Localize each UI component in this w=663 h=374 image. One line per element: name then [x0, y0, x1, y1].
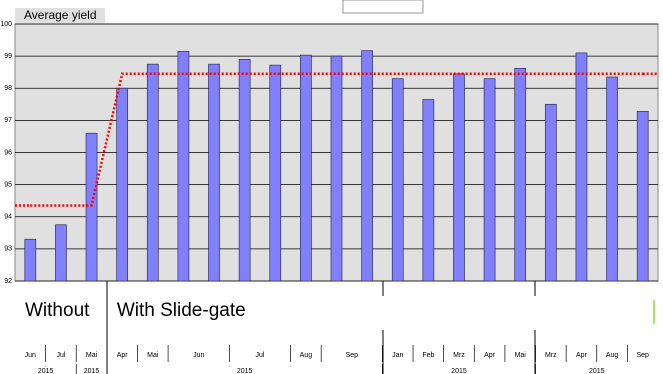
bar [636, 111, 649, 282]
year-label: 2015 [589, 368, 605, 374]
bar [238, 58, 251, 282]
y-tick-label: 95 [4, 181, 12, 188]
bar [208, 63, 220, 282]
y-tick-label: 96 [4, 149, 12, 156]
y-tick-label: 97 [4, 117, 12, 124]
y-tick-label: 92 [4, 278, 12, 285]
bar [300, 54, 312, 282]
month-label: Apr [117, 352, 129, 359]
bar [24, 238, 37, 282]
top-box [342, 0, 424, 14]
bar [116, 87, 129, 282]
month-label: Jan [392, 352, 403, 359]
month-label: Mai [515, 352, 527, 359]
bar [146, 63, 159, 282]
bar [391, 78, 404, 282]
month-label: Jun [25, 352, 36, 359]
bar [575, 52, 588, 282]
bar [85, 132, 98, 282]
bar [453, 73, 465, 282]
month-label: Feb [422, 352, 434, 359]
bar [544, 103, 557, 282]
y-tick-label: 100 [0, 21, 12, 28]
y-tick-label: 98 [4, 85, 12, 92]
month-label: Mrz [453, 352, 465, 359]
month-label: Apr [484, 352, 496, 359]
bar [269, 64, 282, 282]
month-label: Sep [346, 352, 359, 359]
y-tick-label: 94 [4, 214, 12, 221]
bar [606, 76, 618, 282]
title-tab [15, 8, 105, 24]
bar [330, 55, 343, 282]
bar [361, 50, 373, 282]
month-label: Jul [255, 352, 264, 359]
year-label: 2015 [451, 368, 467, 374]
group-label: Without [25, 300, 90, 321]
month-label: Jul [56, 352, 65, 359]
bar [177, 50, 190, 282]
month-label: Aug [300, 352, 313, 359]
group-label: With Slide-gate [117, 300, 246, 321]
y-tick-label: 99 [4, 53, 12, 60]
y-tick-label: 93 [4, 246, 12, 253]
bar [422, 99, 435, 282]
month-label: Jun [193, 352, 204, 359]
month-label: Mrz [545, 352, 557, 359]
month-label: Apr [576, 352, 588, 359]
bar [514, 67, 527, 282]
bar [55, 224, 67, 282]
year-label: 2015 [38, 368, 54, 374]
month-label: Sep [636, 352, 649, 359]
month-label: Mai [147, 352, 159, 359]
chart-title: Average yield [24, 8, 97, 22]
year-label: 2015 [237, 368, 253, 374]
bar [483, 78, 496, 282]
year-label: 2015 [84, 368, 100, 374]
month-label: Aug [606, 352, 619, 359]
month-label: Mai [86, 352, 98, 359]
